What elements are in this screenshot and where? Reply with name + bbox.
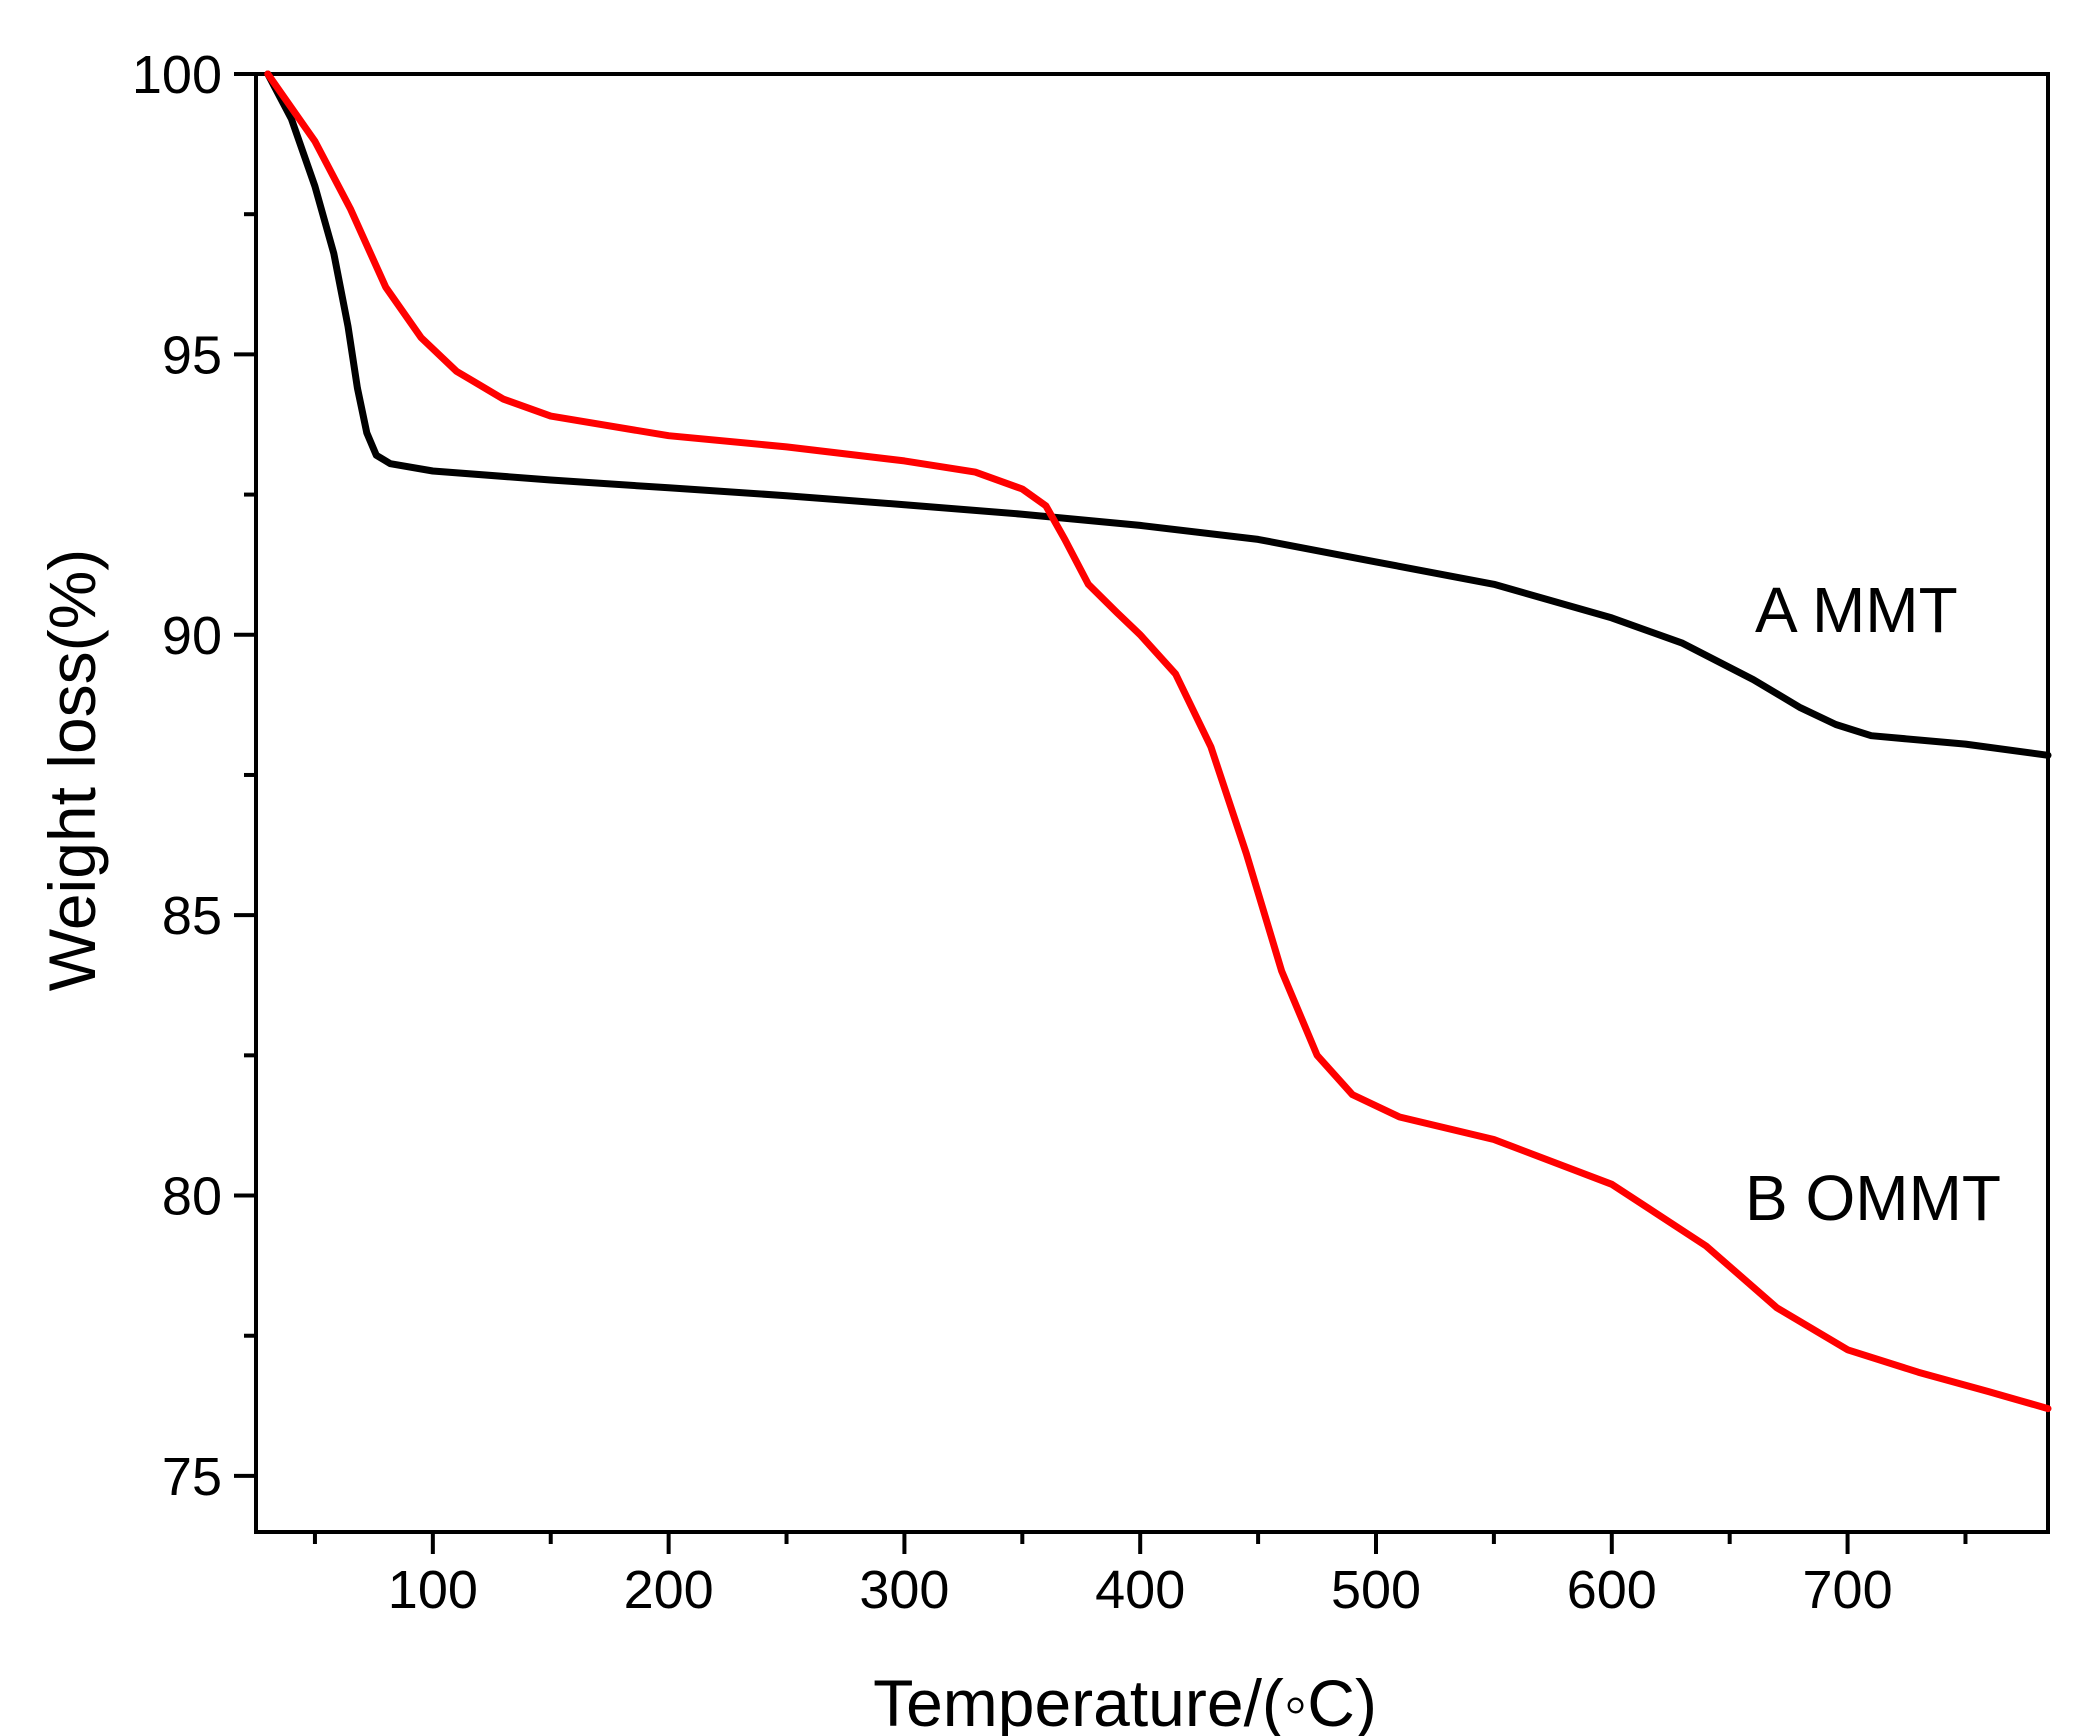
x-tick-label: 700 <box>1803 1560 1893 1620</box>
series-lines <box>264 70 2052 1413</box>
y-axis: 75 80 85 90 95 100 <box>132 45 256 1507</box>
x-tick-label: 600 <box>1567 1560 1657 1620</box>
x-tick-label: 500 <box>1331 1560 1421 1620</box>
series-label-b-ommt: B OMMT <box>1745 1162 2001 1234</box>
y-tick-label: 75 <box>162 1447 222 1507</box>
x-tick-label: 400 <box>1095 1560 1185 1620</box>
series-line-a-mmt <box>264 70 2052 759</box>
x-tick-label: 200 <box>624 1560 714 1620</box>
y-tick-label: 90 <box>162 606 222 666</box>
series-label-a-mmt: A MMT <box>1755 574 1958 646</box>
y-tick-label: 100 <box>132 45 222 105</box>
x-axis: 100 200 300 400 500 600 700 <box>312 1532 1968 1620</box>
y-tick-label: 80 <box>162 1167 222 1227</box>
x-tick-label: 300 <box>859 1560 949 1620</box>
series-line-b-ommt <box>264 70 2052 1413</box>
y-tick-label: 95 <box>162 325 222 385</box>
x-axis-title: Temperature/(◦C) <box>873 1666 1377 1736</box>
plot-frame <box>254 72 2050 1534</box>
x-tick-label: 100 <box>388 1560 478 1620</box>
y-axis-title: Weight loss(%) <box>35 549 109 992</box>
y-tick-label: 85 <box>162 886 222 946</box>
